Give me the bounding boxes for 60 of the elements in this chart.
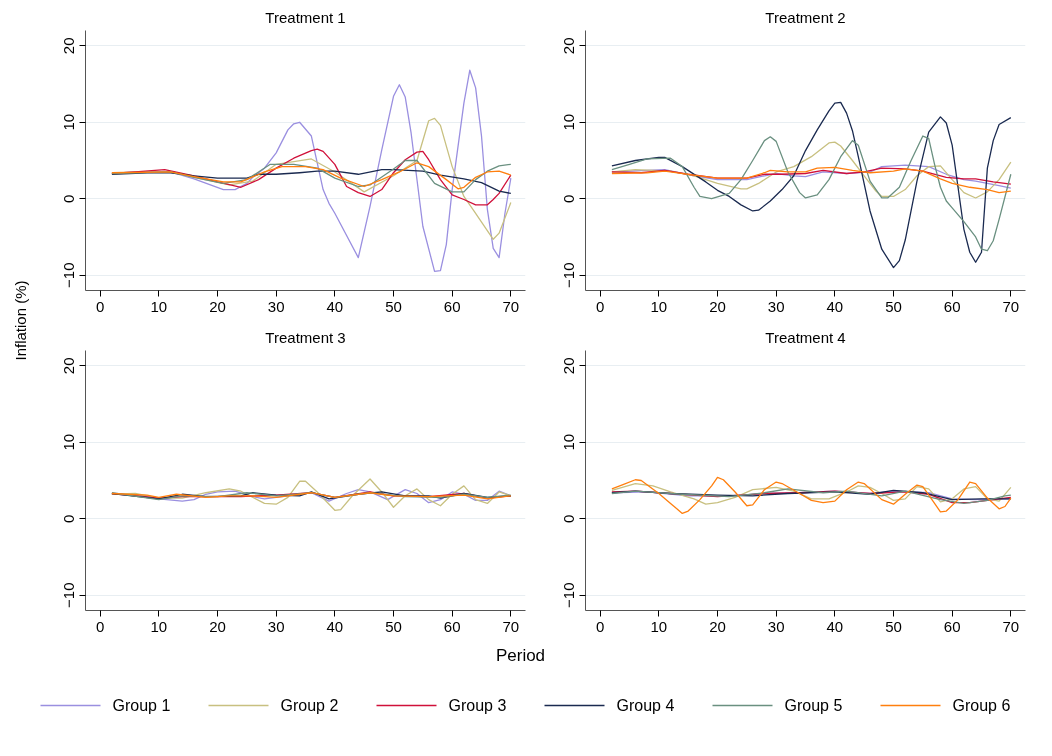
x-tick-label: 40 <box>326 617 344 635</box>
y-tick-label: 0 <box>560 194 578 203</box>
legend-label: Group 5 <box>784 697 843 714</box>
x-tick-label: 40 <box>326 297 344 315</box>
y-tick-label: −10 <box>60 262 78 288</box>
x-tick-label: 50 <box>885 617 902 635</box>
x-tick-label: 10 <box>650 297 668 315</box>
x-tick-label: 40 <box>826 297 844 315</box>
chart-title: Treatment 4 <box>765 328 846 346</box>
y-tick-label: 10 <box>60 433 78 451</box>
y-tick-label: 10 <box>560 113 578 131</box>
x-tick-label: 50 <box>385 617 402 635</box>
legend-label: Group 4 <box>616 697 675 714</box>
x-tick-label: 60 <box>943 617 961 635</box>
y-tick-label: −10 <box>560 582 578 608</box>
y-tick-label: 10 <box>60 113 78 131</box>
x-tick-label: 60 <box>943 297 961 315</box>
chart-title: Treatment 2 <box>765 8 846 26</box>
chart-title: Treatment 1 <box>265 8 346 26</box>
x-tick-label: 30 <box>767 617 785 635</box>
x-tick-label: 0 <box>96 617 105 635</box>
x-tick-label: 0 <box>596 297 605 315</box>
x-tick-label: 10 <box>150 297 168 315</box>
x-tick-label: 20 <box>209 617 226 635</box>
y-tick-label: 20 <box>60 357 78 375</box>
y-tick-label: 0 <box>60 514 78 523</box>
y-tick-label: 0 <box>560 514 578 523</box>
x-tick-label: 70 <box>502 617 520 635</box>
x-tick-label: 0 <box>596 617 605 635</box>
x-tick-label: 70 <box>1002 297 1020 315</box>
legend-label: Group 3 <box>448 697 507 714</box>
y-axis-title: Inflation (%) <box>12 280 29 361</box>
y-tick-label: −10 <box>60 582 78 608</box>
y-tick-label: 20 <box>560 357 578 375</box>
x-tick-label: 70 <box>502 297 520 315</box>
x-tick-label: 20 <box>709 617 726 635</box>
x-tick-label: 0 <box>96 297 105 315</box>
x-tick-label: 20 <box>209 297 226 315</box>
x-tick-label: 10 <box>150 617 168 635</box>
x-tick-label: 50 <box>885 297 902 315</box>
legend-label: Group 2 <box>280 697 339 714</box>
x-tick-label: 20 <box>709 297 726 315</box>
y-tick-label: −10 <box>560 262 578 288</box>
y-tick-label: 20 <box>560 37 578 55</box>
x-tick-label: 30 <box>267 617 285 635</box>
y-tick-label: 0 <box>60 194 78 203</box>
x-tick-label: 10 <box>650 617 668 635</box>
chart-title: Treatment 3 <box>265 328 346 346</box>
x-tick-label: 60 <box>443 297 461 315</box>
x-tick-label: 70 <box>1002 617 1020 635</box>
y-tick-label: 10 <box>560 433 578 451</box>
x-tick-label: 50 <box>385 297 402 315</box>
x-tick-label: 30 <box>267 297 285 315</box>
x-tick-label: 60 <box>443 617 461 635</box>
x-tick-label: 30 <box>767 297 785 315</box>
legend-label: Group 1 <box>112 697 171 714</box>
x-axis-title: Period <box>495 646 546 665</box>
y-tick-label: 20 <box>60 37 78 55</box>
legend-label: Group 6 <box>952 697 1011 714</box>
x-tick-label: 40 <box>826 617 844 635</box>
